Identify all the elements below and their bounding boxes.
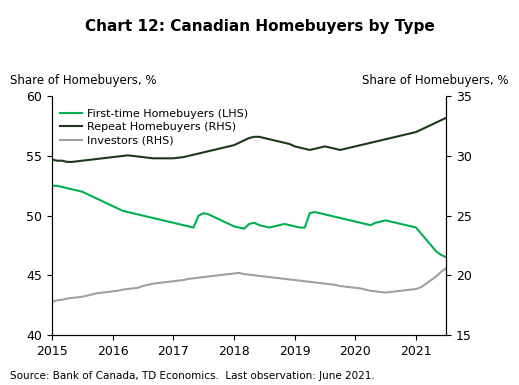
Investors (RHS)	[443, 266, 449, 270]
First-time Homebuyers (LHS)	[155, 217, 161, 221]
Text: Chart 12: Canadian Homebuyers by Type: Chart 12: Canadian Homebuyers by Type	[85, 19, 434, 34]
First-time Homebuyers (LHS)	[49, 183, 55, 188]
First-time Homebuyers (LHS)	[337, 216, 343, 220]
Text: Share of Homebuyers, %: Share of Homebuyers, %	[10, 74, 157, 87]
Investors (RHS)	[49, 299, 55, 304]
Line: First-time Homebuyers (LHS): First-time Homebuyers (LHS)	[52, 186, 446, 257]
Repeat Homebuyers (RHS)	[64, 159, 70, 164]
Repeat Homebuyers (RHS)	[342, 146, 348, 151]
Line: Investors (RHS): Investors (RHS)	[52, 268, 446, 301]
Investors (RHS)	[337, 284, 343, 288]
Repeat Homebuyers (RHS)	[216, 146, 222, 151]
Investors (RHS)	[155, 281, 161, 285]
Text: Share of Homebuyers, %: Share of Homebuyers, %	[362, 74, 509, 87]
First-time Homebuyers (LHS)	[145, 214, 151, 219]
Repeat Homebuyers (RHS)	[49, 157, 55, 162]
Legend: First-time Homebuyers (LHS), Repeat Homebuyers (RHS), Investors (RHS): First-time Homebuyers (LHS), Repeat Home…	[58, 107, 251, 148]
Repeat Homebuyers (RHS)	[281, 141, 288, 145]
First-time Homebuyers (LHS)	[276, 223, 282, 228]
Investors (RHS)	[276, 276, 282, 281]
Investors (RHS)	[206, 274, 212, 279]
Repeat Homebuyers (RHS)	[160, 156, 166, 161]
Repeat Homebuyers (RHS)	[150, 156, 156, 161]
First-time Homebuyers (LHS)	[211, 214, 217, 219]
Text: Source: Bank of Canada, TD Economics.  Last observation: June 2021.: Source: Bank of Canada, TD Economics. La…	[10, 371, 375, 381]
Repeat Homebuyers (RHS)	[211, 147, 217, 152]
Investors (RHS)	[145, 283, 151, 287]
Investors (RHS)	[211, 274, 217, 278]
First-time Homebuyers (LHS)	[206, 212, 212, 217]
Line: Repeat Homebuyers (RHS): Repeat Homebuyers (RHS)	[52, 118, 446, 162]
Repeat Homebuyers (RHS)	[443, 116, 449, 120]
First-time Homebuyers (LHS)	[443, 255, 449, 259]
